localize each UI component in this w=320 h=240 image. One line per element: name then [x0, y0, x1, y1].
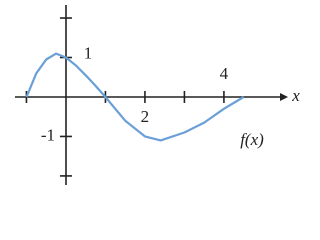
curve [25, 52, 245, 142]
x-axis-label: x [291, 86, 300, 105]
x-tick-label: 2 [141, 107, 150, 126]
function-label: f(x) [240, 130, 264, 149]
y-tick-label: -1 [41, 125, 55, 144]
x-arrow [280, 93, 288, 101]
y-tick-label: 1 [84, 43, 93, 62]
chart: x f(x) 2 4 -1 1 [15, 5, 300, 185]
x-tick-label: 4 [220, 64, 229, 83]
